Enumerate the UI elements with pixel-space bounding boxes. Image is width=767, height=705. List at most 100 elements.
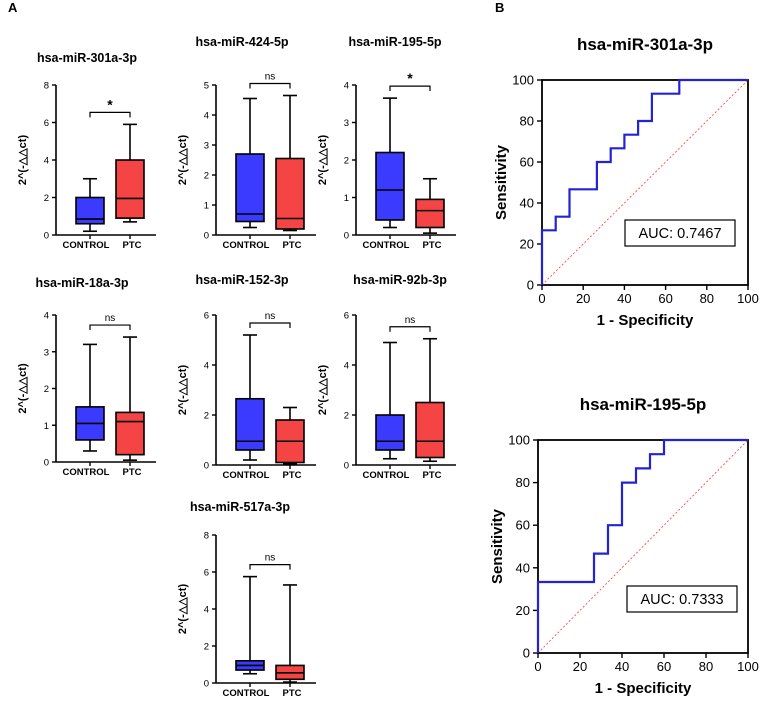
y-axis-label: 2^(-△△ct) xyxy=(177,135,189,186)
y-tick-label: 6 xyxy=(204,311,209,322)
box-ptc xyxy=(115,159,145,219)
boxplot-title-92b: hsa-miR-92b-3p xyxy=(353,273,447,287)
y-tick-label: 4 xyxy=(44,156,49,167)
y-tick-label: 0 xyxy=(204,461,209,472)
category-label-ptc: PTC xyxy=(423,470,442,481)
x-tick-label: 40 xyxy=(615,659,629,674)
boxplot-title-195: hsa-miR-195-5p xyxy=(348,35,442,49)
box-ptc xyxy=(415,198,445,229)
category-label-control: CONTROL xyxy=(363,240,410,251)
x-tick-label: 80 xyxy=(700,291,714,306)
boxplot-517a: 0 2 4 6 8 2^(-△△ct) CONTROL PTC ns xyxy=(177,531,316,699)
y-tick-label: 2 xyxy=(204,171,209,182)
reference-diagonal xyxy=(537,439,749,654)
y-tick-label: 3 xyxy=(44,347,49,358)
boxplot-title-152: hsa-miR-152-3p xyxy=(195,273,289,287)
roc-title: hsa-miR-301a-3p xyxy=(577,35,713,54)
boxplot-424: 0 1 2 3 4 5 2^(-△△ct) CONTROL PTC ns xyxy=(177,72,316,251)
significance-bracket xyxy=(249,322,291,328)
auc-label: AUC: 0.7467 xyxy=(638,226,721,242)
boxplot-title-517a: hsa-miR-517a-3p xyxy=(189,500,291,514)
boxplot-title-424: hsa-miR-424-5p xyxy=(195,35,289,49)
y-tick-label: 100 xyxy=(508,433,530,448)
category-label-ptc: PTC xyxy=(283,240,302,251)
y-tick-label: 0 xyxy=(344,231,349,242)
boxplot-195: 0 1 2 3 4 2^(-△△ct) CONTROL PTC * xyxy=(317,70,456,251)
panel-label-b: B xyxy=(495,0,505,15)
y-tick-label: 60 xyxy=(520,155,534,170)
y-axis-label: 2^(-△△ct) xyxy=(317,135,329,186)
boxplot-152: 0 2 4 6 2^(-△△ct) CONTROL PTC ns xyxy=(177,311,316,481)
significance-bracket xyxy=(89,111,131,118)
significance-bracket xyxy=(249,564,291,570)
y-tick-label: 2 xyxy=(344,156,349,167)
y-axis-label: 2^(-△△ct) xyxy=(17,135,29,186)
y-tick-label: 40 xyxy=(520,196,534,211)
significance-label: ns xyxy=(265,553,276,564)
x-tick-label: 20 xyxy=(576,291,590,306)
y-tick-label: 6 xyxy=(44,118,49,129)
category-label-ptc: PTC xyxy=(123,240,142,251)
y-tick-label: 4 xyxy=(204,605,209,616)
y-tick-label: 0 xyxy=(204,679,209,690)
y-tick-label: 5 xyxy=(204,81,209,92)
y-tick-label: 60 xyxy=(516,518,530,533)
auc-box xyxy=(626,585,738,613)
category-label-ptc: PTC xyxy=(423,240,442,251)
y-tick-label: 3 xyxy=(344,118,349,129)
x-tick-label: 80 xyxy=(699,659,713,674)
x-tick-label: 0 xyxy=(538,291,545,306)
significance-label: ns xyxy=(405,315,416,326)
significance-label: * xyxy=(407,70,413,86)
significance-label: * xyxy=(107,96,113,112)
auc-box xyxy=(624,219,736,247)
y-axis-label: Sensitivity xyxy=(489,508,506,584)
y-tick-label: 2 xyxy=(44,384,49,395)
x-tick-label: 100 xyxy=(737,291,759,306)
plot-frame xyxy=(541,79,749,286)
category-label-control: CONTROL xyxy=(363,470,410,481)
box-control xyxy=(235,397,265,451)
box-ptc xyxy=(275,157,305,230)
y-tick-label: 0 xyxy=(527,278,534,293)
roc-curve xyxy=(540,78,748,285)
boxplot-92b: 0 2 4 6 2^(-△△ct) CONTROL PTC ns xyxy=(317,311,456,481)
category-label-control: CONTROL xyxy=(223,470,270,481)
y-tick-label: 8 xyxy=(204,531,209,542)
y-tick-label: 3 xyxy=(204,141,209,152)
y-tick-label: 2 xyxy=(344,411,349,422)
significance-bracket xyxy=(89,324,131,331)
y-tick-label: 1 xyxy=(44,421,49,432)
y-axis-label: 2^(-△△ct) xyxy=(17,363,29,414)
significance-label: ns xyxy=(265,72,276,83)
y-tick-label: 4 xyxy=(204,361,209,372)
x-tick-label: 60 xyxy=(657,659,671,674)
y-tick-label: 1 xyxy=(204,201,209,212)
roc-plot-301a: hsa-miR-301a-3p 0 20 40 60 80 100 0 20 40 60 80 100 1… xyxy=(493,35,759,329)
reference-diagonal xyxy=(541,79,749,286)
roc-title: hsa-miR-195-5p xyxy=(580,395,707,414)
category-label-ptc: PTC xyxy=(123,467,142,478)
auc-label: AUC: 0.7333 xyxy=(640,592,723,608)
box-ptc xyxy=(115,411,145,456)
category-label-control: CONTROL xyxy=(223,688,270,699)
y-tick-label: 0 xyxy=(44,458,49,469)
y-tick-label: 80 xyxy=(516,475,530,490)
category-label-control: CONTROL xyxy=(63,467,110,478)
category-label-control: CONTROL xyxy=(63,240,110,251)
plot-frame xyxy=(537,439,749,654)
y-axis-label: Sensitivity xyxy=(493,144,510,220)
significance-bracket xyxy=(389,85,431,92)
y-tick-label: 4 xyxy=(344,81,349,92)
y-tick-label: 20 xyxy=(520,237,534,252)
x-axis-label: 1 - Specificity xyxy=(597,312,694,329)
y-axis-label: 2^(-△△ct) xyxy=(317,365,329,416)
significance-bracket xyxy=(249,82,291,89)
y-tick-label: 0 xyxy=(523,646,530,661)
boxplot-title-18a: hsa-miR-18a-3p xyxy=(35,276,129,290)
y-tick-label: 4 xyxy=(204,111,209,122)
roc-curve xyxy=(536,438,748,653)
y-tick-label: 1 xyxy=(344,193,349,204)
box-control xyxy=(235,153,265,223)
y-tick-label: 4 xyxy=(344,361,349,372)
